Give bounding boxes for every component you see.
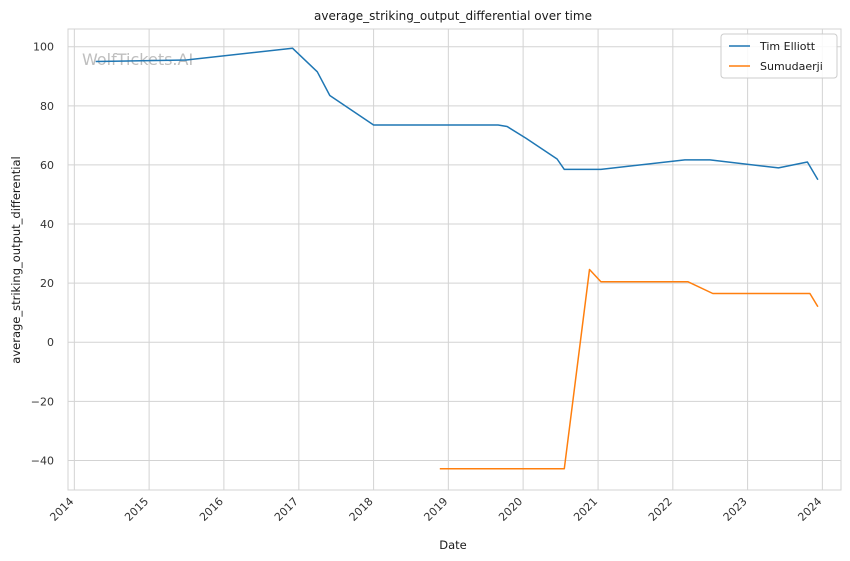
series-layer xyxy=(95,47,819,470)
x-tick-label: 2017 xyxy=(272,495,301,524)
legend-box xyxy=(720,33,838,79)
plot-area xyxy=(67,28,842,491)
x-tick-label: 2018 xyxy=(347,495,376,524)
x-tick-label: 2014 xyxy=(47,495,76,524)
x-tick-labels: 2014 2015 2016 2017 2018 2019 2020 2021 2022 2023… xyxy=(47,495,824,524)
chart-title: average_striking_output_differential ove… xyxy=(314,9,592,23)
y-tick-label: 0 xyxy=(47,336,54,349)
y-tick-label: −20 xyxy=(31,395,54,408)
y-tick-label: 40 xyxy=(40,218,54,231)
y-gridlines xyxy=(68,46,841,461)
y-tick-label: 20 xyxy=(40,277,54,290)
legend-label-sumudaerji: Sumudaerji xyxy=(760,60,823,73)
y-tick-labels: 100 80 60 40 20 0 −20 −40 xyxy=(31,41,54,468)
x-tick-label: 2020 xyxy=(496,495,525,524)
y-tick-label: −40 xyxy=(31,454,54,467)
x-tick-label: 2023 xyxy=(721,495,750,524)
x-tick-label: 2022 xyxy=(646,495,675,524)
y-tick-label: 100 xyxy=(33,41,54,54)
series-line-tim-elliott xyxy=(95,47,819,181)
x-tick-label: 2016 xyxy=(197,495,226,524)
legend-label-tim-elliott: Tim Elliott xyxy=(759,40,816,53)
x-tick-label: 2015 xyxy=(122,495,151,524)
x-tick-label: 2021 xyxy=(571,495,600,524)
y-axis-title: average_striking_output_differential xyxy=(9,156,23,363)
x-axis-title: Date xyxy=(439,538,467,552)
series-line-sumudaerji xyxy=(439,268,819,470)
legend: Tim Elliott Sumudaerji xyxy=(720,33,838,79)
x-tick-label: 2024 xyxy=(795,495,824,524)
x-tick-label: 2019 xyxy=(421,495,450,524)
watermark: WolfTickets.AI xyxy=(82,50,193,69)
y-tick-label: 80 xyxy=(40,100,54,113)
y-tick-label: 60 xyxy=(40,159,54,172)
